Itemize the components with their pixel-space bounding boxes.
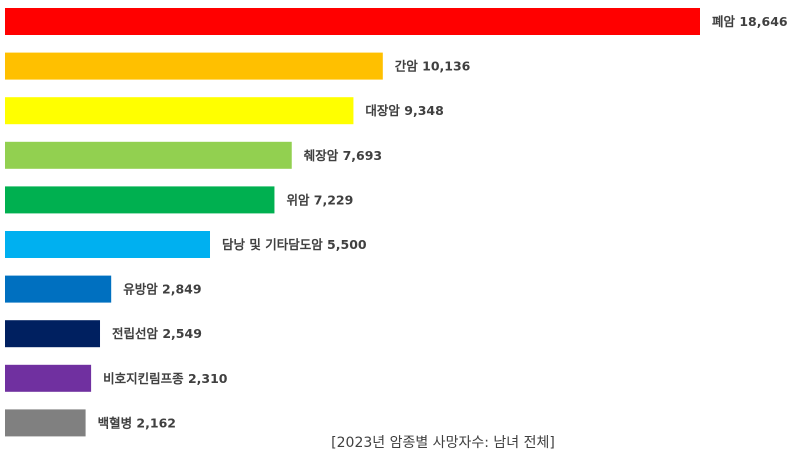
bar-label-6: 담낭 및 기타담도암 5,500 <box>222 237 367 252</box>
bar-7 <box>5 275 112 303</box>
bars-group <box>5 8 700 437</box>
bar-label-4: 췌장암 7,693 <box>304 148 382 163</box>
bar-4 <box>5 141 292 169</box>
bar-label-3: 대장암 9,348 <box>365 103 443 118</box>
bar-2 <box>5 52 383 80</box>
labels-group: 폐암 18,646 간암 10,136 대장암 9,348 췌장암 7,693 위암 7… <box>98 14 788 430</box>
bar-label-9: 비호지킨림프종 2,310 <box>103 371 228 386</box>
bar-8 <box>5 320 101 348</box>
bar-label-8: 전립선암 2,549 <box>112 326 202 341</box>
bar-3 <box>5 97 354 125</box>
bar-9 <box>5 364 92 392</box>
bar-label-5: 위암 7,229 <box>286 192 353 207</box>
chart-caption: [2023년 암종별 사망자수: 남녀 전체] <box>331 435 555 451</box>
bar-10 <box>5 409 86 437</box>
bar-label-2: 간암 10,136 <box>395 59 471 74</box>
bar-label-1: 폐암 18,646 <box>712 14 788 29</box>
bar-6 <box>5 231 211 258</box>
bar-label-7: 유방암 2,849 <box>123 282 201 297</box>
bar-label-10: 백혈병 2,162 <box>98 415 176 430</box>
bar-5 <box>5 186 275 214</box>
bar-1 <box>5 8 700 35</box>
